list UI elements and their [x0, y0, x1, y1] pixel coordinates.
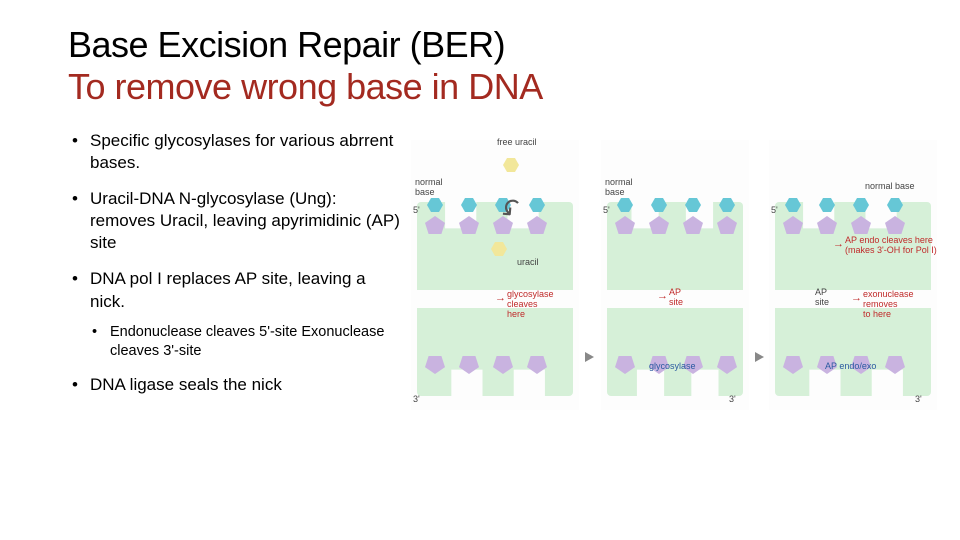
bullet-text: Specific glycosylases for various abrren… [90, 131, 393, 172]
dna-strand-bottom [607, 308, 743, 396]
bullet-item: Specific glycosylases for various abrren… [68, 130, 403, 174]
diagram-panel: normal base AP site→ glycosylase 5' 3' [601, 140, 749, 410]
bullet-text: Uracil-DNA N-glycosylase (Ung): removes … [90, 189, 400, 252]
diagram-label: normal base [865, 182, 915, 192]
sugar-icon [683, 216, 703, 234]
base-icon [819, 198, 835, 212]
diagram-label: 5' [603, 206, 610, 216]
diagram-label: glycosylase cleaves here [507, 290, 554, 320]
title-block: Base Excision Repair (BER) To remove wro… [68, 24, 920, 108]
bullet-text: DNA ligase seals the nick [90, 375, 282, 394]
dna-strand-bottom [775, 308, 931, 396]
bullet-text: DNA pol I replaces AP site, leaving a ni… [90, 269, 366, 310]
diagram-column: ↶free uracilnormal baseuracilglycosylase… [411, 140, 920, 440]
diagram-label: AP endo cleaves here (makes 3'-OH for Po… [845, 236, 937, 256]
diagram-label: free uracil [497, 138, 537, 148]
diagram-panel: ↶free uracilnormal baseuracilglycosylase… [411, 140, 579, 410]
bullet-item: DNA ligase seals the nick [68, 374, 403, 396]
diagram-panel: normal base AP endo cleaves here (makes 3… [769, 140, 937, 410]
diagram-label: 5' [413, 206, 420, 216]
dna-strand-top [607, 202, 743, 290]
diagram-label: normal base [605, 178, 633, 198]
sub-bullet-item: Endonuclease cleaves 5'-site Exonuclease… [90, 323, 403, 361]
body-row: Specific glycosylases for various abrren… [68, 130, 920, 440]
pointer-arrow-icon: → [657, 290, 668, 302]
diagram-label: exonuclease removes to here [863, 290, 914, 320]
sugar-icon [817, 216, 837, 234]
bullet-item: DNA pol I replaces AP site, leaving a ni… [68, 268, 403, 360]
title-line-1: Base Excision Repair (BER) [68, 24, 920, 66]
dna-strand-bottom [417, 308, 573, 396]
step-arrow-icon [585, 352, 594, 362]
diagram-label: AP endo/exo [825, 362, 876, 372]
slide: Base Excision Repair (BER) To remove wro… [0, 0, 960, 440]
uracil-free-icon [503, 158, 519, 172]
diagram-label: AP site [669, 288, 683, 308]
sugar-icon [459, 216, 479, 234]
base-icon [685, 198, 701, 212]
base-icon [461, 198, 477, 212]
diagram-label: 5' [771, 206, 778, 216]
pointer-arrow-icon: → [851, 292, 862, 304]
diagram-label: normal base [415, 178, 443, 198]
sugar-icon [885, 356, 905, 374]
pointer-arrow-icon: → [833, 238, 844, 250]
diagram-label: glycosylase [649, 362, 696, 372]
title-line-2: To remove wrong base in DNA [68, 66, 920, 108]
sugar-icon [459, 356, 479, 374]
sugar-icon [527, 356, 547, 374]
sub-bullet-list: Endonuclease cleaves 5'-site Exonuclease… [90, 323, 403, 361]
diagram-label: 3' [915, 395, 922, 405]
sub-bullet-text: Endonuclease cleaves 5'-site Exonuclease… [110, 324, 384, 359]
bullet-column: Specific glycosylases for various abrren… [68, 130, 403, 440]
diagram-label: AP site [815, 288, 829, 308]
pointer-arrow-icon: → [495, 292, 506, 304]
diagram-label: uracil [517, 258, 539, 268]
bullet-list: Specific glycosylases for various abrren… [68, 130, 403, 396]
diagram-label: 3' [729, 395, 736, 405]
diagram-label: 3' [413, 395, 420, 405]
step-arrow-icon [755, 352, 764, 362]
bullet-item: Uracil-DNA N-glycosylase (Ung): removes … [68, 188, 403, 254]
